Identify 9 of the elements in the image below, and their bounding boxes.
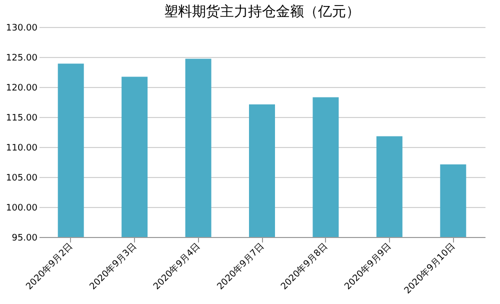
y-tick-label: 95.00: [12, 234, 38, 244]
y-tick-label: 110.00: [6, 144, 38, 154]
chart-title: 塑料期货主力持仓金额（亿元）: [164, 4, 360, 20]
y-tick-label: 100.00: [6, 204, 38, 214]
y-tick-label: 105.00: [6, 174, 38, 184]
y-tick-label: 120.00: [6, 84, 38, 94]
y-tick-label: 130.00: [6, 24, 38, 34]
y-tick-label: 115.00: [6, 114, 38, 124]
y-tick-label: 125.00: [6, 54, 38, 64]
